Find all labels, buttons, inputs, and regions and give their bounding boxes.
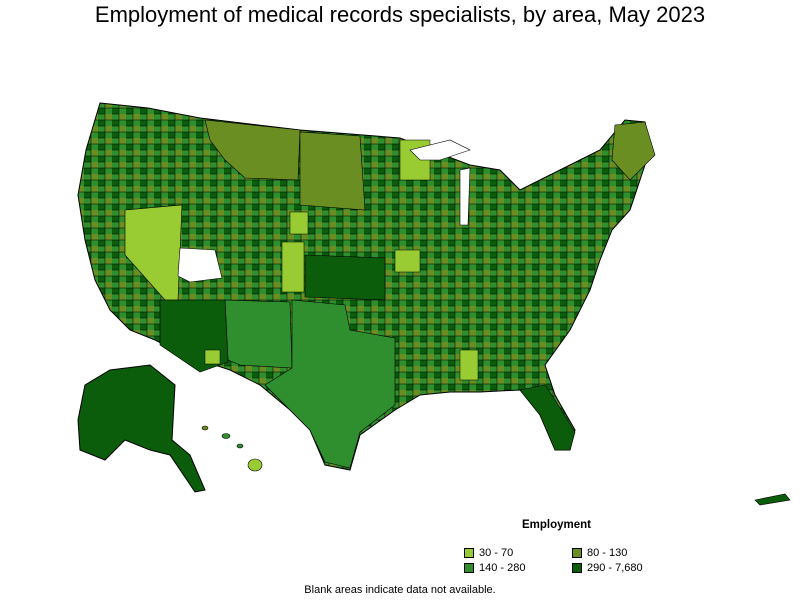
region-new-mexico [224,299,293,369]
region-light-1 [289,211,309,235]
region-alaska [77,364,206,493]
legend-swatch [572,548,582,558]
legend-item-30-70: 30 - 70 [464,547,513,559]
legend-swatch [572,563,582,573]
region-light-4 [459,349,479,381]
region-kansas [304,254,386,301]
legend-title: Employment [522,519,592,531]
legend-label: 140 - 280 [479,562,526,574]
region-light-6 [204,349,221,365]
region-maine [611,121,656,181]
region-light-5 [394,249,421,273]
region-light-2 [281,241,305,293]
region-hawaii [201,425,263,472]
legend-swatch [464,548,474,558]
map-title: Employment of medical records specialist… [94,2,706,27]
legend-swatch [464,563,474,573]
region-florida [519,384,576,451]
legend-item-140-280: 140 - 280 [464,562,525,574]
legend-item-80-130: 80 - 130 [572,547,627,559]
region-montana [204,119,301,181]
footnote: Blank areas indicate data not available. [304,584,496,596]
region-dakotas [299,131,366,211]
legend-label: 30 - 70 [479,547,514,559]
lake-superior [409,139,471,161]
lake-michigan [459,167,471,226]
region-texas [264,299,396,469]
legend-item-290-7680: 290 - 7,680 [572,562,643,574]
region-no-data-utah [177,247,223,283]
region-puerto-rico [754,493,791,506]
legend-label: 80 - 130 [587,547,628,559]
legend-label: 290 - 7,680 [587,562,643,574]
